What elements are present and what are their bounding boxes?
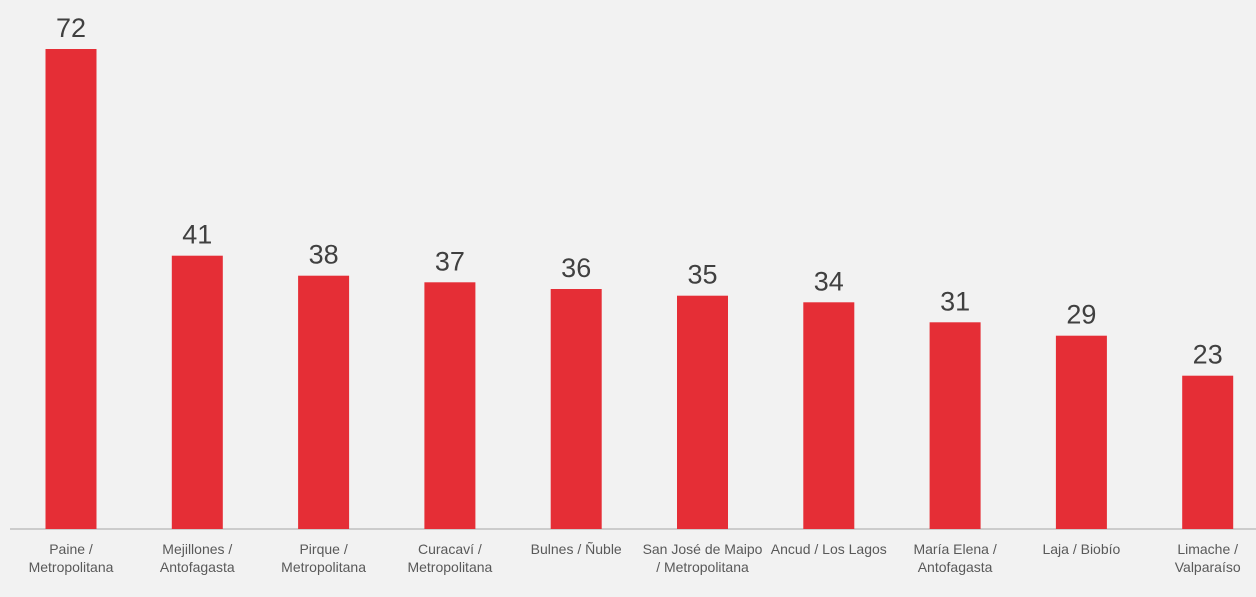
bar — [424, 282, 476, 529]
data-label: 34 — [814, 266, 844, 296]
data-label: 31 — [940, 286, 970, 316]
bar — [550, 289, 602, 529]
bars-group — [45, 49, 1234, 529]
category-label: Mejillones / Antofagasta — [159, 541, 235, 575]
data-label: 35 — [687, 260, 717, 290]
category-label: Pirque / Metropolitana — [281, 541, 366, 575]
bar — [298, 275, 350, 529]
data-label: 29 — [1066, 300, 1096, 330]
data-label: 36 — [561, 253, 591, 283]
bar — [1055, 335, 1107, 529]
category-label: Ancud / Los Lagos — [770, 541, 887, 557]
category-label: Limache / Valparaíso — [1174, 541, 1241, 575]
bar — [45, 49, 97, 529]
category-label: Laja / Biobío — [1042, 541, 1121, 557]
category-label: María Elena / Antofagasta — [913, 541, 997, 575]
data-label: 37 — [435, 246, 465, 276]
bar — [1182, 375, 1234, 529]
bar — [929, 322, 981, 529]
value-labels-group: 72 41 38 37 36 35 34 31 29 23 — [56, 13, 1223, 370]
data-label: 72 — [56, 13, 86, 43]
data-label: 41 — [182, 220, 212, 250]
data-label: 38 — [309, 240, 339, 270]
bar — [803, 302, 855, 529]
data-label: 23 — [1193, 340, 1223, 370]
category-label: Bulnes / Ñuble — [530, 541, 622, 557]
category-label: San José de Maipo / Metropolitana — [642, 541, 763, 575]
bar — [677, 295, 728, 529]
bar — [171, 255, 223, 529]
category-label: Paine / Metropolitana — [28, 541, 114, 575]
category-label: Curacaví / Metropolitana — [407, 541, 493, 575]
